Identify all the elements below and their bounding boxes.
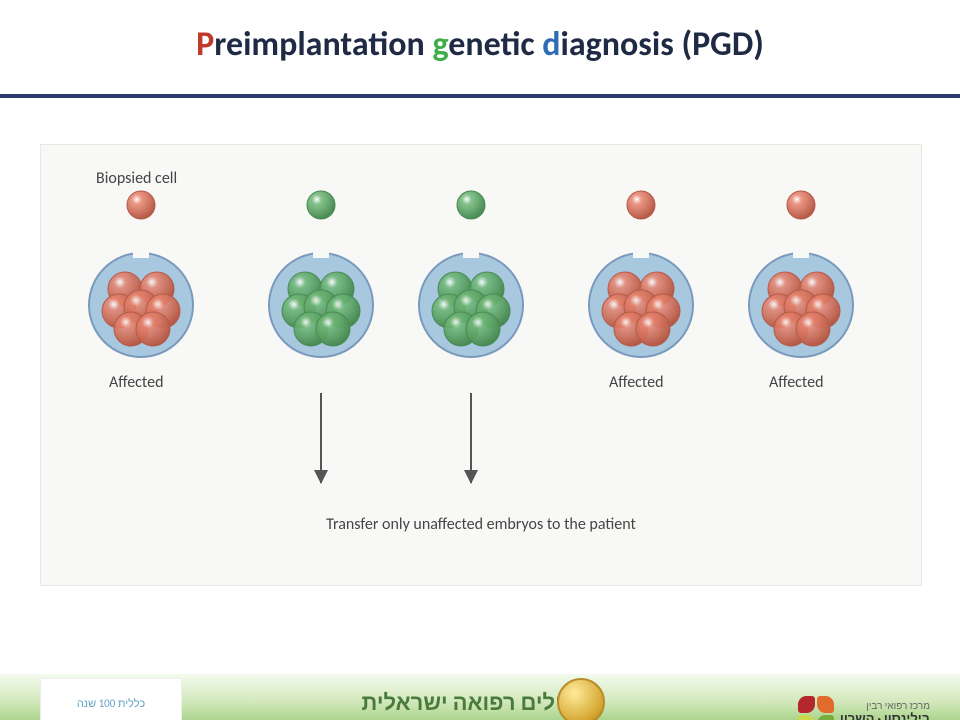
rabin-logo: מרכז רפואי רבין בילינסון · השרון — [798, 696, 930, 720]
logo-right-big: בילינסון · השרון — [840, 712, 930, 720]
title-g: g — [432, 24, 448, 65]
biopsied-cell-1 — [305, 189, 337, 221]
title-underline — [0, 94, 960, 98]
biopsied-cell-0 — [125, 189, 157, 221]
embryo-4 — [746, 250, 856, 360]
page-title: Preimplantation genetic diagnosis (PGD) — [0, 24, 960, 65]
transfer-arrow — [320, 393, 322, 483]
title-d: d — [542, 24, 560, 65]
transfer-arrow — [470, 393, 472, 483]
petal-icon — [798, 696, 834, 720]
biopsied-cell-label: Biopsied cell — [96, 169, 177, 188]
biopsied-cell-2 — [455, 189, 487, 221]
logo-right-small: מרכז רפואי רבין — [840, 700, 930, 712]
pgd-diagram: Biopsied cell Transfer only unaffected e… — [40, 144, 922, 586]
embryo-1 — [266, 250, 376, 360]
title-p: P — [196, 24, 214, 65]
footer: מובילים רפואה ישראלית כללית 100 שנה מרכז… — [0, 654, 960, 720]
clalit-logo: כללית 100 שנה — [40, 678, 182, 720]
affected-label: Affected — [769, 373, 823, 392]
affected-label: Affected — [609, 373, 663, 392]
biopsied-cell-4 — [785, 189, 817, 221]
embryo-0 — [86, 250, 196, 360]
embryo-3 — [586, 250, 696, 360]
embryo-2 — [416, 250, 526, 360]
affected-label: Affected — [109, 373, 163, 392]
gold-medal-icon — [557, 678, 605, 720]
biopsied-cell-3 — [625, 189, 657, 221]
transfer-caption: Transfer only unaffected embryos to the … — [41, 515, 921, 534]
